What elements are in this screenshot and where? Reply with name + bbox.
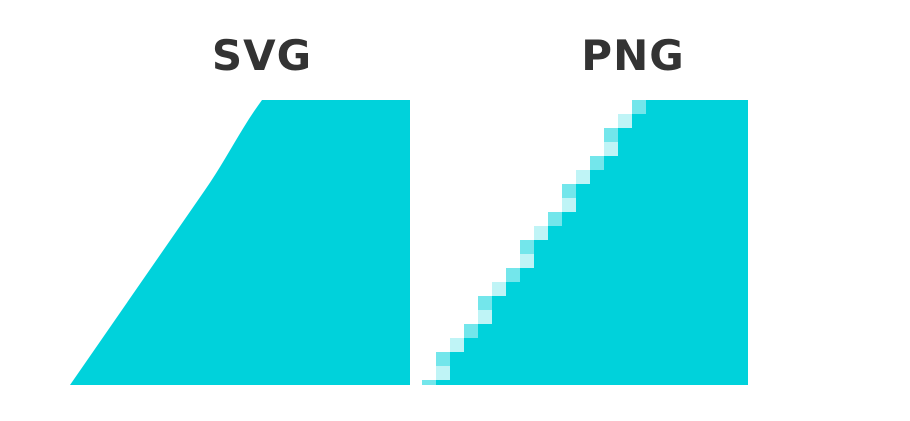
png-edge-pixel <box>632 100 646 114</box>
png-edge-pixel <box>548 212 562 226</box>
png-edge-pixel <box>604 128 618 142</box>
png-edge-pixel <box>436 352 450 366</box>
png-edge-pixel <box>562 184 576 198</box>
png-edge-pixel <box>506 268 520 282</box>
png-edge-pixel <box>534 226 548 240</box>
png-edge-pixel <box>478 296 492 310</box>
png-edge-pixel <box>422 380 436 385</box>
png-pixelated-shape <box>422 100 748 385</box>
png-edge-pixel <box>562 198 576 212</box>
png-edge-pixel <box>492 282 506 296</box>
svg-label: SVG <box>211 31 313 80</box>
png-edge-pixel <box>464 324 478 338</box>
png-edge-pixel <box>618 114 632 128</box>
png-edge-pixel <box>478 310 492 324</box>
png-edge-pixel <box>604 142 618 156</box>
png-edge-pixel <box>576 170 590 184</box>
png-edge-pixel <box>436 366 450 380</box>
png-edge-pixel <box>520 240 534 254</box>
png-edge-pixel <box>590 156 604 170</box>
png-solid-body <box>436 100 748 385</box>
png-label: PNG <box>581 31 685 80</box>
svg-smooth-shape <box>70 100 410 385</box>
png-edge-pixel <box>450 338 464 352</box>
png-edge-pixel <box>520 254 534 268</box>
